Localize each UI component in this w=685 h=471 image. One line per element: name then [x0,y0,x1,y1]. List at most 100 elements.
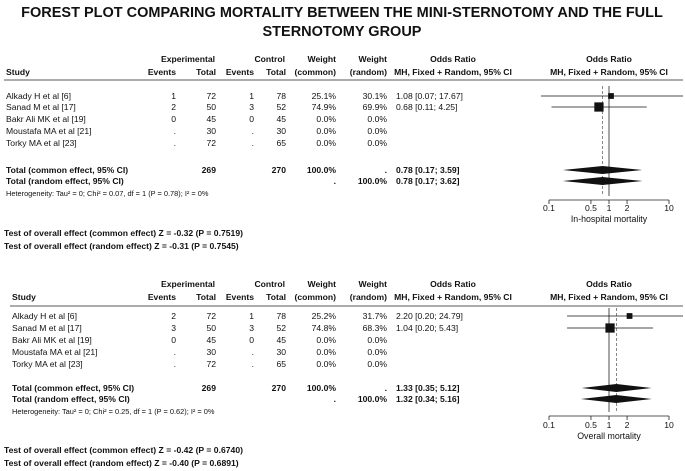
test-overall-random: Test of overall effect (random effect) Z… [4,458,239,468]
weight-common: 0.0% [316,138,336,148]
ctrl-events: 1 [249,91,254,101]
study-name: Torky MA et al [23] [12,359,83,369]
random-effect-diamond [562,177,643,185]
total-exp: 269 [202,383,217,393]
exp-events: 1 [171,91,176,101]
total-common-weight-common: 100.0% [307,383,337,393]
x-tick-label: 0.5 [585,420,597,430]
test-overall-common: Test of overall effect (common effect) Z… [4,445,243,455]
x-tick-label: 2 [625,203,630,213]
header-method: MH, Fixed + Random, 95% CI [394,292,512,302]
header-method-plot: MH, Fixed + Random, 95% CI [550,67,668,77]
effect-square [626,313,633,319]
weight-random: 0.0% [367,359,387,369]
x-tick-label: 1 [607,420,612,430]
study-name: Torky MA et al [23] [6,138,77,148]
study-name: Moustafa MA et al [21] [6,126,92,136]
odds-ratio-ci: 0.68 [0.11; 4.25] [396,102,457,112]
weight-common: 0.0% [316,114,336,124]
x-tick-label: 1 [607,203,612,213]
total-random-weight-common: . [334,176,336,186]
total-random-weight-random: 100.0% [358,176,388,186]
effect-square [608,93,614,99]
x-tick-label: 0.5 [585,203,597,213]
total-common-weight-random: . [385,165,387,175]
exp-total: 72 [206,91,216,101]
ctrl-events: . [252,347,254,357]
header-ctrl-events: Events [226,67,254,77]
x-axis-label: Overall mortality [577,431,641,441]
ctrl-total: 78 [276,311,286,321]
weight-common: 0.0% [316,335,336,345]
ctrl-events: 3 [249,323,254,333]
header-ctrl-events: Events [226,292,254,302]
total-common-weight-common: 100.0% [307,165,337,175]
header-ctrl-total: Total [266,67,286,77]
exp-events: . [174,359,176,369]
total-exp: 269 [202,165,217,175]
header-experimental: Experimental [161,54,215,64]
weight-common: 0.0% [316,347,336,357]
total-random-ci: 1.32 [0.34; 5.16] [396,394,460,404]
exp-total: 45 [206,335,216,345]
header-ctrl-total: Total [266,292,286,302]
total-common-label: Total (common effect, 95% CI) [12,383,134,393]
exp-events: 0 [171,335,176,345]
ctrl-total: 30 [276,126,286,136]
exp-total: 72 [206,311,216,321]
exp-events: 3 [171,323,176,333]
figure-title-line2: STERNOTOMY GROUP [263,24,422,40]
exp-total: 72 [206,138,216,148]
header-experimental: Experimental [161,279,215,289]
header-exp-events: Events [148,67,176,77]
weight-common: 0.0% [316,126,336,136]
weight-common: 0.0% [316,359,336,369]
header-weight-common: Weight [308,279,337,289]
forest-panel-overall: Experimental Control Weight Weight Odds Rati… [4,279,683,468]
weight-common: 74.8% [312,323,337,333]
total-ctrl: 270 [272,165,287,175]
header-method: MH, Fixed + Random, 95% CI [394,67,512,77]
header-weight-random: Weight [359,279,388,289]
test-overall-random: Test of overall effect (random effect) Z… [4,241,239,251]
header-odds-ratio: Odds Ratio [430,279,476,289]
header-odds-ratio-plot: Odds Ratio [586,54,632,64]
total-random-ci: 0.78 [0.17; 3.62] [396,176,460,186]
exp-total: 30 [206,126,216,136]
total-ctrl: 270 [272,383,287,393]
x-tick-label: 2 [625,420,630,430]
exp-total: 50 [206,323,216,333]
header-odds-ratio: Odds Ratio [430,54,476,64]
ctrl-total: 65 [276,359,286,369]
study-name: Bakr Ali MK et al [19] [12,335,92,345]
effect-square [605,323,615,333]
total-random-weight-random: 100.0% [358,394,388,404]
ctrl-events: 3 [249,102,254,112]
exp-events: . [174,138,176,148]
study-name: Alkady H et al [6] [6,91,71,101]
ctrl-events: . [252,126,254,136]
header-exp-total: Total [196,67,216,77]
x-tick-label: 10 [664,420,674,430]
ctrl-events: . [252,138,254,148]
exp-events: . [174,126,176,136]
ctrl-total: 52 [276,102,286,112]
weight-random: 69.9% [363,102,388,112]
exp-total: 30 [206,347,216,357]
odds-ratio-ci: 2.20 [0.20; 24.79] [396,311,463,321]
total-random-label: Total (random effect, 95% CI) [12,394,130,404]
forest-panel-in-hospital: Experimental Control Weight Weight Odds Rati… [4,54,683,251]
ctrl-total: 45 [276,335,286,345]
ctrl-events: 1 [249,311,254,321]
weight-common: 25.1% [312,91,337,101]
common-effect-diamond [562,166,643,174]
total-common-ci: 1.33 [0.35; 5.12] [396,383,460,393]
total-random-label: Total (random effect, 95% CI) [6,176,124,186]
total-random-weight-common: . [334,394,336,404]
study-name: Bakr Ali MK et al [19] [6,114,86,124]
header-method-plot: MH, Fixed + Random, 95% CI [550,292,668,302]
ctrl-total: 45 [276,114,286,124]
header-exp-events: Events [148,292,176,302]
exp-events: . [174,347,176,357]
